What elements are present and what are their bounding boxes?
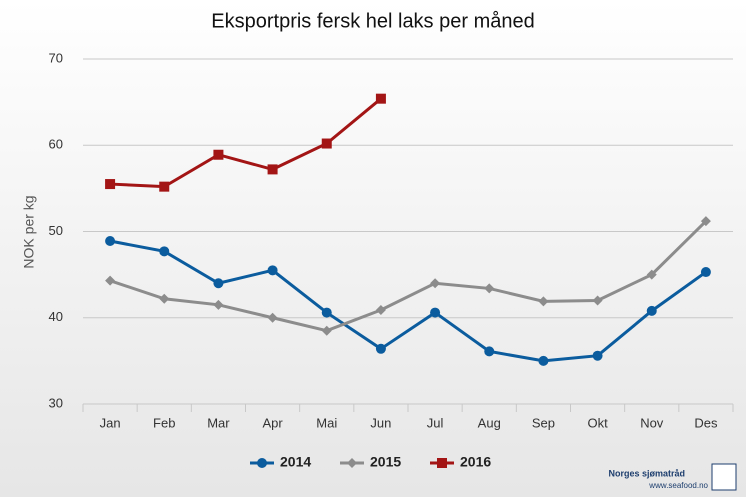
data-point: [267, 164, 278, 175]
data-point: [321, 307, 332, 318]
logo-url: www.seafood.no: [648, 481, 708, 490]
data-point: [484, 283, 495, 294]
data-point: [430, 307, 441, 318]
x-tick-label: Okt: [587, 415, 608, 430]
y-tick-label: 60: [49, 137, 63, 152]
data-point: [321, 325, 332, 336]
data-point: [321, 138, 332, 149]
data-point: [159, 293, 170, 304]
y-axis-title: NOK per kg: [21, 195, 37, 268]
data-point: [105, 275, 116, 286]
data-point: [592, 295, 603, 306]
data-point: [375, 343, 386, 354]
logo-name: Norges sjømatråd: [608, 468, 685, 478]
data-point: [267, 265, 278, 276]
x-tick-label: Mar: [207, 415, 230, 430]
series-line: [110, 97, 382, 189]
data-point: [375, 93, 386, 104]
data-point: [700, 216, 711, 227]
x-tick-label: Sep: [532, 415, 555, 430]
logo-icon: [711, 463, 737, 491]
y-tick-label: 30: [49, 395, 63, 410]
legend-marker: [437, 458, 447, 468]
data-point: [700, 267, 711, 278]
data-point: [213, 278, 224, 289]
series-line: [109, 220, 707, 333]
legend-marker: [347, 458, 357, 468]
data-point: [430, 278, 441, 289]
data-point: [105, 235, 116, 246]
x-tick-label: Des: [694, 415, 718, 430]
data-point: [646, 305, 657, 316]
x-tick-label: Mai: [316, 415, 337, 430]
data-point: [484, 346, 495, 357]
y-tick-label: 40: [49, 309, 63, 324]
x-tick-label: Feb: [153, 415, 175, 430]
x-tick-label: Jul: [427, 415, 444, 430]
x-tick-label: Aug: [478, 415, 501, 430]
legend-label: 2016: [460, 454, 491, 470]
data-point: [213, 149, 224, 160]
data-point: [267, 312, 278, 323]
x-tick-label: Jan: [100, 415, 121, 430]
y-tick-label: 70: [49, 50, 63, 65]
data-point: [105, 179, 116, 190]
data-point: [646, 269, 657, 280]
data-point: [538, 355, 549, 366]
data-point: [592, 350, 603, 361]
x-tick-label: Jun: [370, 415, 391, 430]
legend-label: 2014: [280, 454, 311, 470]
legend-label: 2015: [370, 454, 401, 470]
data-point: [213, 299, 224, 310]
series-line: [109, 239, 707, 363]
data-point: [538, 296, 549, 307]
data-point: [375, 304, 386, 315]
x-tick-label: Nov: [640, 415, 664, 430]
legend-marker: [257, 458, 267, 468]
chart-title: Eksportpris fersk hel laks per måned: [211, 10, 534, 32]
data-point: [159, 246, 170, 257]
data-point: [159, 181, 170, 192]
x-tick-label: Apr: [262, 415, 283, 430]
y-tick-label: 50: [49, 223, 63, 238]
